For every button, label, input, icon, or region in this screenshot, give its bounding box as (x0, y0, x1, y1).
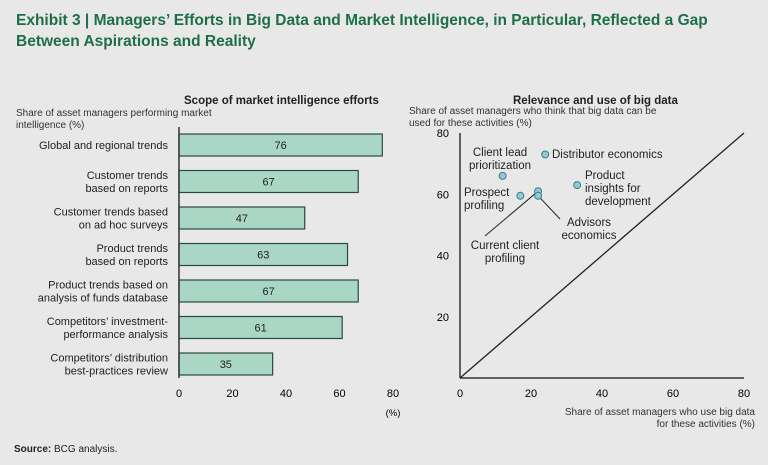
bar-category-label: Customer trends (87, 170, 169, 182)
scatter-point-label: Product (585, 170, 625, 182)
scatter-y-tick-label: 80 (437, 128, 449, 140)
bar-value-label: 63 (257, 250, 269, 262)
bar-category-label: performance analysis (63, 329, 168, 341)
exhibit-number: Exhibit 3 (16, 12, 81, 29)
bar-value-label: 47 (236, 213, 248, 225)
bar-category-label: Customer trends based (54, 207, 168, 219)
scatter-title: Relevance and use of big data (513, 95, 678, 107)
title-text: Managers’ Efforts in Big Data and Market… (16, 12, 708, 50)
bar-category-label: based on reports (85, 256, 168, 268)
reference-diagonal-line (459, 132, 745, 379)
source-text: BCG analysis. (54, 444, 118, 455)
scatter-x-tick-label: 20 (525, 388, 537, 400)
annotation-leader-line (484, 190, 539, 237)
bar-chart-ylabel: Share of asset managers performing marke… (16, 108, 212, 131)
scatter-point-label: Current client (471, 240, 540, 252)
bar-category-label: Global and regional trends (39, 140, 169, 152)
bar-value-label: 67 (262, 286, 274, 298)
scatter-point (498, 171, 507, 180)
bar-x-tick-label: 20 (226, 388, 238, 400)
scatter-x-tick-label: 0 (457, 388, 463, 400)
scatter-y-tick-label: 40 (437, 251, 449, 263)
bar-value-label: 61 (254, 323, 266, 335)
bar-category-label: Competitors’ distribution (50, 353, 168, 365)
scatter-point (541, 150, 550, 159)
scatter-point-label: development (585, 196, 652, 208)
bar-category-label: analysis of funds database (38, 293, 168, 305)
bar-category-label: Competitors’ investment- (47, 316, 169, 328)
scatter-point-label: Prospect (464, 187, 510, 199)
scatter-point-label: prioritization (469, 160, 531, 172)
bar-value-label: 35 (220, 359, 232, 371)
exhibit-title: Exhibit 3 | Managers’ Efforts in Big Dat… (16, 10, 756, 52)
bar-chart-title: Scope of market intelligence efforts (184, 95, 379, 107)
title-separator: | (84, 12, 90, 29)
scatter-point-label: Advisors (567, 217, 611, 229)
scatter-xlabel: Share of asset managers who use big data… (564, 407, 755, 430)
bar-category-label: on ad hoc surveys (79, 220, 169, 232)
bar-value-label: 67 (262, 177, 274, 189)
source-label: Source: (14, 444, 52, 455)
scatter-y-tick-label: 60 (437, 189, 449, 201)
bar-x-tick-label: 80 (387, 388, 399, 400)
bar-x-tick-label: 0 (176, 388, 182, 400)
scatter-point-label: economics (562, 230, 617, 242)
scatter-x-tick-label: 40 (596, 388, 608, 400)
scatter-point-label: profiling (485, 253, 525, 265)
bar-category-label: based on reports (85, 183, 168, 195)
annotation-leader-line (537, 195, 561, 220)
scatter-point-label: Distributor economics (552, 149, 663, 161)
scatter-ylabel: Share of asset managers who think that b… (409, 106, 657, 129)
bar-category-label: best-practices review (65, 366, 168, 378)
bar-x-unit: (%) (386, 408, 401, 419)
bar-category-label: Product trends (96, 243, 168, 255)
scatter-x-tick-label: 60 (667, 388, 679, 400)
scatter-point-label: profiling (464, 200, 504, 212)
bar-x-tick-label: 60 (333, 388, 345, 400)
bar-category-label: Product trends based on (48, 280, 168, 292)
scatter-point-label: Client lead (473, 147, 527, 159)
scatter-y-tick-label: 20 (437, 312, 449, 324)
bar-value-label: 76 (275, 140, 287, 152)
scatter-point (573, 181, 582, 190)
scatter-point-label: insights for (585, 183, 641, 195)
scatter-point (516, 191, 525, 200)
scatter-point (534, 191, 543, 200)
scatter-x-tick-label: 80 (738, 388, 750, 400)
bar-x-tick-label: 40 (280, 388, 292, 400)
source-note: Source: BCG analysis. (14, 444, 117, 455)
